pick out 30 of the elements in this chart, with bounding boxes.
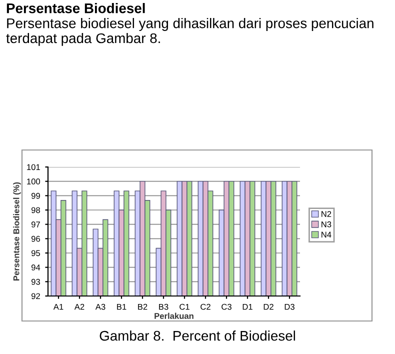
y-tick-label: 94 <box>31 264 40 270</box>
y-tick-label: 100 <box>27 178 40 184</box>
y-tick-label: 93 <box>31 278 40 285</box>
x-tick-label: A3 <box>95 304 106 310</box>
legend-label: N3 <box>322 221 332 228</box>
x-tick-label: A2 <box>74 304 84 310</box>
x-tick-label: B2 <box>138 304 148 310</box>
y-tick-label: 97 <box>31 222 40 228</box>
chart-title: Persentase Biodiesel <box>6 3 145 14</box>
x-tick-label: B3 <box>159 304 168 310</box>
legend-label: N4 <box>322 232 332 238</box>
x-tick-label: D2 <box>264 304 274 310</box>
y-axis-title: Persentase Biodiesel (%) <box>13 182 21 280</box>
x-tick-label: B1 <box>117 304 126 310</box>
y-tick-label: 99 <box>31 192 40 199</box>
y-tick-label: 92 <box>31 293 40 300</box>
x-tick-label: A1 <box>53 304 64 310</box>
y-tick-label: 95 <box>31 250 40 256</box>
chart-subtitle: Persentase biodiesel yang dihasilkan dari proses pencucian terdapat pada Gambar 8. <box>6 18 374 46</box>
x-tick-label: D1 <box>242 304 252 310</box>
x-tick-label: C2 <box>200 304 210 310</box>
x-tick-label: C3 <box>222 304 232 310</box>
y-tick-label: 96 <box>31 236 40 242</box>
y-tick-label: 98 <box>31 207 40 214</box>
x-axis-title: Perlakuan <box>154 312 194 319</box>
legend-label: N2 <box>322 211 332 217</box>
x-tick-label: D3 <box>284 304 294 310</box>
x-tick-label: C1 <box>180 304 190 310</box>
y-tick-label: 101 <box>27 164 40 170</box>
text: Gambar 8. Percent of Biodiesel <box>100 330 296 341</box>
